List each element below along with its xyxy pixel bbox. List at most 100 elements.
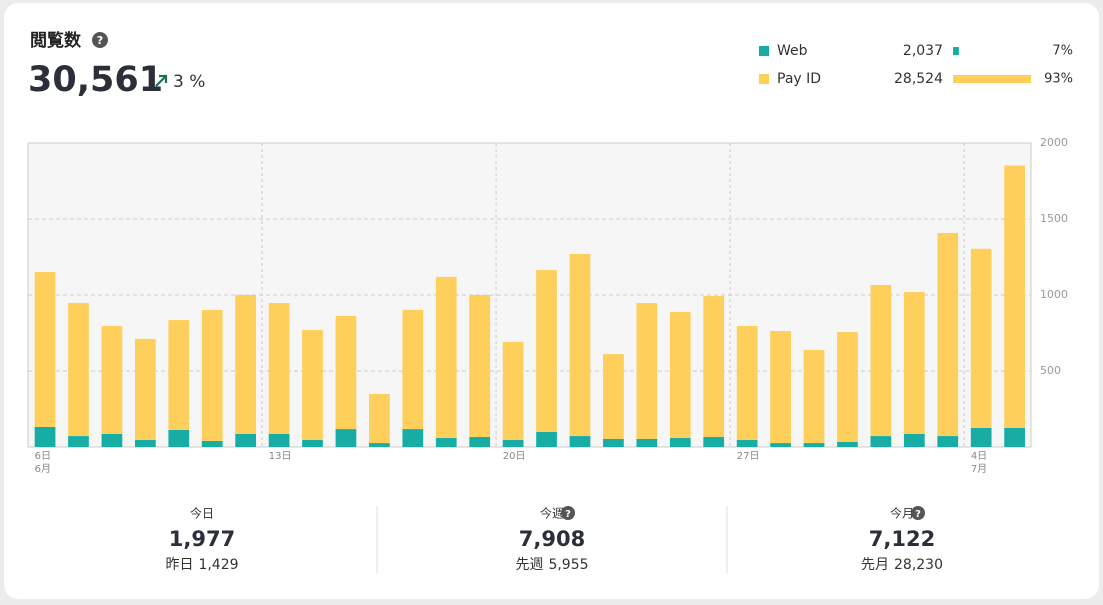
bar-segment bbox=[870, 284, 892, 437]
bar-segment bbox=[736, 440, 758, 447]
stat-value: 1,977 bbox=[169, 527, 235, 551]
bar-segment bbox=[937, 436, 959, 447]
bar-segment bbox=[636, 438, 658, 447]
bar-segment bbox=[168, 320, 190, 430]
bar-segment bbox=[603, 354, 624, 439]
bar-segment bbox=[502, 440, 524, 447]
x-month-label: 6月 bbox=[35, 463, 51, 475]
bar-segment bbox=[1004, 428, 1025, 447]
change: 3 % bbox=[173, 72, 205, 92]
bar-segment bbox=[168, 429, 190, 447]
legend: Web 2,037 7% Pay ID 28,524 93% bbox=[759, 43, 1073, 87]
title: 閲覧数 bbox=[30, 30, 82, 51]
bar-segment bbox=[435, 276, 457, 439]
legend-share: 7% bbox=[1052, 44, 1073, 59]
stat-label: 今月 bbox=[890, 506, 914, 521]
stat-compare: 先月 28,230 bbox=[861, 557, 943, 573]
stat-value: 7,908 bbox=[519, 527, 585, 551]
bar-segment bbox=[134, 338, 156, 441]
compare-label: 昨日 bbox=[165, 557, 193, 573]
compare-value: 1,429 bbox=[198, 557, 238, 573]
help-icon[interactable]: ? bbox=[561, 506, 575, 520]
bar-segment bbox=[937, 232, 959, 437]
up-arrow bbox=[155, 74, 168, 87]
bar-segment bbox=[870, 436, 892, 447]
stats: 今日 1,977 昨日 1,429 今週 ? 7,908 先週 5,955 今月 ? 7,122 先月 2… bbox=[165, 506, 943, 573]
x-tick-label: 13日 bbox=[269, 451, 292, 462]
share-bar bbox=[953, 47, 959, 55]
compare-value: 5,955 bbox=[548, 557, 588, 573]
bar-segment bbox=[369, 443, 390, 447]
help-icon[interactable]: ? bbox=[92, 32, 108, 48]
bar-segment bbox=[235, 433, 257, 447]
y-tick-label: 1000 bbox=[1040, 288, 1068, 301]
y-tick-label: 2000 bbox=[1040, 136, 1068, 149]
help-circle bbox=[561, 506, 575, 520]
legend-name: Pay ID bbox=[777, 71, 821, 87]
x-tick-label: 4日 bbox=[971, 451, 987, 462]
bar-segment bbox=[536, 431, 557, 447]
bar-segment bbox=[268, 433, 290, 447]
bar-segment bbox=[68, 436, 89, 447]
y-tick-label: 500 bbox=[1040, 364, 1061, 377]
bar-segment bbox=[369, 393, 390, 444]
help-mark: ? bbox=[915, 509, 921, 520]
stat-label: 今週 bbox=[540, 506, 564, 521]
bar-segment bbox=[335, 315, 357, 430]
bar-segment bbox=[201, 440, 223, 447]
legend-swatch bbox=[759, 74, 769, 84]
compare-value: 28,230 bbox=[894, 557, 943, 573]
stat-compare: 先週 5,955 bbox=[515, 557, 588, 573]
help-mark: ? bbox=[565, 509, 571, 520]
bar-segment bbox=[235, 295, 257, 434]
bar-segment bbox=[302, 440, 323, 447]
bar-segment bbox=[837, 441, 858, 447]
bar-segment bbox=[669, 438, 691, 447]
bar-segment bbox=[903, 292, 925, 434]
bar-segment bbox=[770, 443, 791, 447]
bar-segment bbox=[569, 253, 591, 437]
bar-segment bbox=[837, 332, 858, 442]
legend-name: Web bbox=[777, 43, 808, 59]
share-bar bbox=[953, 75, 1032, 83]
bar-segment bbox=[268, 303, 290, 434]
bar-segment bbox=[101, 326, 123, 434]
compare-label: 先週 bbox=[515, 557, 543, 573]
x-month-label: 7月 bbox=[971, 463, 987, 475]
bar-segment bbox=[603, 438, 624, 447]
bar-segment bbox=[903, 433, 925, 447]
legend-swatch bbox=[759, 46, 769, 56]
bar-segment bbox=[134, 440, 156, 447]
x-tick-label: 20日 bbox=[503, 451, 526, 462]
bar-segment bbox=[736, 326, 758, 441]
bar-segment bbox=[302, 329, 323, 441]
stat-label: 今日 bbox=[190, 506, 214, 521]
bar-segment bbox=[402, 429, 424, 447]
legend-total: 28,524 bbox=[894, 71, 943, 87]
compare-label: 先月 bbox=[861, 557, 889, 573]
bar-segment bbox=[201, 310, 223, 441]
legend-share: 93% bbox=[1044, 72, 1073, 87]
bar-segment bbox=[34, 272, 56, 427]
bar-segment bbox=[101, 433, 123, 447]
svg-text:?: ? bbox=[97, 34, 103, 47]
stat-compare: 昨日 1,429 bbox=[165, 557, 238, 573]
bar-segment bbox=[970, 428, 992, 447]
stat-value: 7,122 bbox=[869, 527, 935, 551]
y-tick-label: 1500 bbox=[1040, 212, 1068, 225]
bar-segment bbox=[502, 341, 524, 441]
bar-segment bbox=[34, 426, 56, 447]
bar-segment bbox=[469, 436, 491, 447]
bar-segment bbox=[803, 350, 825, 444]
bar-segment bbox=[803, 443, 825, 447]
bar-segment bbox=[703, 436, 725, 447]
bar-segment bbox=[770, 331, 791, 444]
help-circle bbox=[911, 506, 925, 520]
help-icon[interactable]: ? bbox=[911, 506, 925, 520]
legend-total: 2,037 bbox=[903, 43, 943, 59]
bar-segment bbox=[1004, 165, 1025, 428]
bar-segment bbox=[569, 436, 591, 447]
